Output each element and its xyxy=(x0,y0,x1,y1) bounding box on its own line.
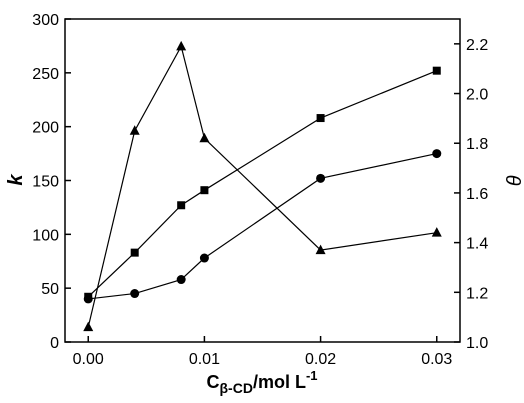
x-tick-label: 0.00 xyxy=(73,351,104,368)
marker-triangle xyxy=(431,227,442,237)
marker-triangle xyxy=(199,132,210,143)
x-tick-label: 0.01 xyxy=(189,351,220,368)
y-axis-label: k xyxy=(5,174,27,186)
y-tick-label: 150 xyxy=(32,174,59,191)
y-tick-label: 200 xyxy=(32,120,59,137)
y2-axis-label: θ xyxy=(501,175,523,186)
marker-triangle xyxy=(129,125,140,135)
y2-tick-label: 1.0 xyxy=(466,335,488,352)
y2-tick-label: 1.4 xyxy=(466,236,488,253)
marker-square xyxy=(316,114,325,123)
marker-square xyxy=(177,201,186,210)
x-label-part: /mol L xyxy=(253,372,306,392)
y-tick-label: 50 xyxy=(41,281,59,298)
x-label-sup: -1 xyxy=(306,368,318,383)
x-label-sub: β-CD xyxy=(220,380,253,396)
marker-square xyxy=(130,248,139,257)
marker-circle xyxy=(199,253,209,263)
x-tick-label: 0.03 xyxy=(421,351,452,368)
y-tick-label: 300 xyxy=(32,12,59,29)
y2-tick-label: 1.2 xyxy=(466,285,488,302)
x-label-part: C xyxy=(207,372,220,392)
y2-tick-label: 2.2 xyxy=(466,37,488,54)
marker-square xyxy=(432,66,441,75)
plot-frame xyxy=(64,18,461,343)
y2-tick-label: 1.6 xyxy=(466,186,488,203)
marker-circle xyxy=(130,289,140,299)
x-tick-label: 0.02 xyxy=(305,351,336,368)
y2-tick-label: 2.0 xyxy=(466,87,488,104)
y-tick-label: 250 xyxy=(32,66,59,83)
marker-triangle xyxy=(176,40,187,51)
marker-square xyxy=(200,186,209,195)
series-line xyxy=(87,70,437,298)
y-tick-label: 100 xyxy=(32,227,59,244)
marker-triangle xyxy=(315,244,326,255)
marker-circle xyxy=(83,294,93,304)
series-line xyxy=(87,44,437,328)
series-line xyxy=(88,152,437,300)
marker-circle xyxy=(316,173,326,183)
x-axis-label: Cβ-CD/mol L-1 xyxy=(207,368,318,396)
y2-tick-label: 1.8 xyxy=(466,136,488,153)
marker-circle xyxy=(176,275,186,285)
marker-triangle xyxy=(83,321,94,332)
y-tick-label: 0 xyxy=(50,335,59,352)
marker-circle xyxy=(432,149,442,159)
